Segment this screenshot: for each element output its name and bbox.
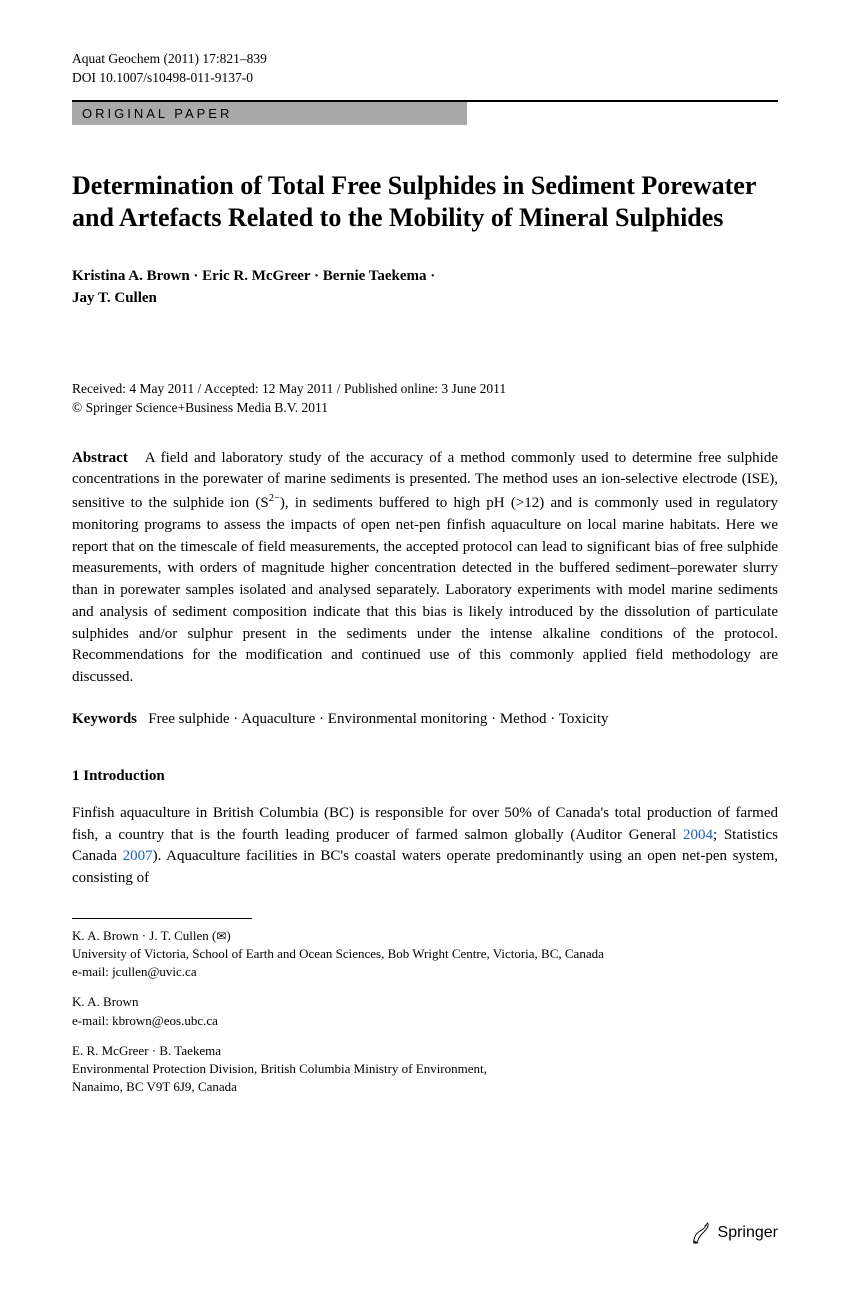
citation-link-2004[interactable]: 2004 xyxy=(683,827,713,843)
citation-link-2007[interactable]: 2007 xyxy=(123,848,153,864)
section-1-heading: 1 Introduction xyxy=(72,768,778,785)
intro-pre: Finfish aquaculture in British Columbia … xyxy=(72,805,778,843)
springer-horse-icon xyxy=(690,1221,712,1245)
affil3-authors: E. R. McGreer · B. Taekema xyxy=(72,1042,778,1060)
keywords-text: Free sulphide · Aquaculture · Environmen… xyxy=(148,711,608,727)
affil3-address-1: Environmental Protection Division, Briti… xyxy=(72,1060,778,1078)
affil1-close: ) xyxy=(226,928,230,943)
publisher-name: Springer xyxy=(718,1224,778,1242)
affil1-email: e-mail: jcullen@uvic.ca xyxy=(72,963,778,981)
publisher-logo: Springer xyxy=(690,1221,778,1245)
intro-post: ). Aquaculture facilities in BC's coasta… xyxy=(72,848,778,886)
affil2-author: K. A. Brown xyxy=(72,993,778,1011)
affil1-address: University of Victoria, School of Earth … xyxy=(72,945,778,963)
paper-title: Determination of Total Free Sulphides in… xyxy=(72,170,778,235)
dates-block: Received: 4 May 2011 / Accepted: 12 May … xyxy=(72,380,778,418)
category-bar: ORIGINAL PAPER xyxy=(72,102,467,125)
copyright-line: © Springer Science+Business Media B.V. 2… xyxy=(72,399,778,418)
authors-block: Kristina A. Brown · Eric R. McGreer · Be… xyxy=(72,265,778,310)
affil1-authors: K. A. Brown · J. T. Cullen ( xyxy=(72,928,216,943)
affiliation-separator xyxy=(72,918,252,919)
affiliation-3: E. R. McGreer · B. Taekema Environmental… xyxy=(72,1042,778,1097)
authors-line-1: Kristina A. Brown · Eric R. McGreer · Be… xyxy=(72,265,778,288)
journal-line: Aquat Geochem (2011) 17:821–839 xyxy=(72,50,778,69)
keywords-block: Keywords Free sulphide · Aquaculture · E… xyxy=(72,711,778,728)
received-line: Received: 4 May 2011 / Accepted: 12 May … xyxy=(72,380,778,399)
affiliation-1: K. A. Brown · J. T. Cullen (✉) Universit… xyxy=(72,927,778,982)
envelope-icon: ✉ xyxy=(216,928,226,945)
abstract-label: Abstract xyxy=(72,450,128,466)
affil2-email: e-mail: kbrown@eos.ubc.ca xyxy=(72,1012,778,1030)
affiliation-2: K. A. Brown e-mail: kbrown@eos.ubc.ca xyxy=(72,993,778,1029)
affil3-address-2: Nanaimo, BC V9T 6J9, Canada xyxy=(72,1078,778,1096)
abstract-text: A field and laboratory study of the accu… xyxy=(72,450,778,686)
abstract-block: Abstract A field and laboratory study of… xyxy=(72,448,778,689)
journal-header: Aquat Geochem (2011) 17:821–839 DOI 10.1… xyxy=(72,50,778,88)
authors-line-2: Jay T. Cullen xyxy=(72,287,778,310)
doi-line: DOI 10.1007/s10498-011-9137-0 xyxy=(72,69,778,88)
keywords-label: Keywords xyxy=(72,711,137,727)
intro-paragraph: Finfish aquaculture in British Columbia … xyxy=(72,803,778,890)
